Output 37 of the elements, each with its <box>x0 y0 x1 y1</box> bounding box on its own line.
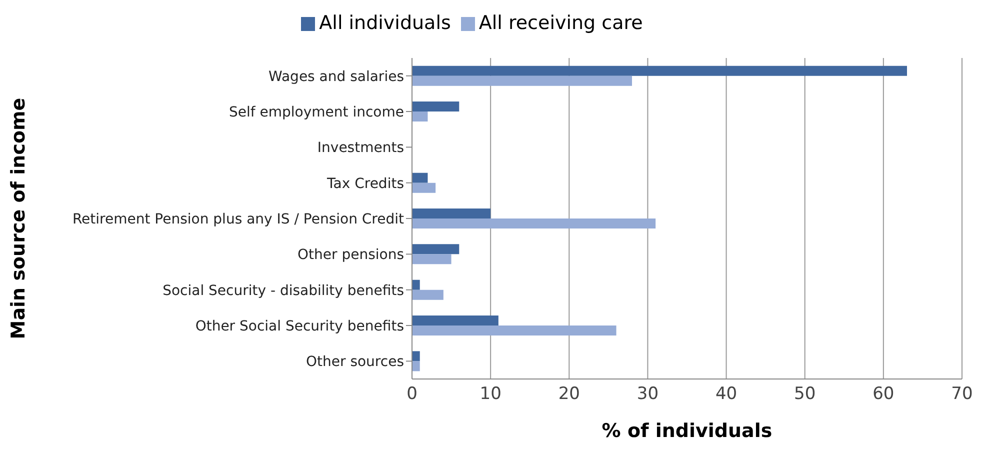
x-tick-label: 30 <box>636 384 659 404</box>
y-tick-label: Other pensions <box>298 247 404 264</box>
y-tick-label: Self employment income <box>229 104 404 120</box>
x-tick-label: 70 <box>951 384 973 404</box>
x-tick-label: 40 <box>715 384 738 404</box>
bar <box>412 244 460 254</box>
legend-label: All individuals <box>319 12 451 34</box>
bar <box>412 182 436 193</box>
bar <box>412 254 452 264</box>
bar <box>412 112 428 122</box>
y-tick-label: Other Social Security benefits <box>195 318 404 334</box>
bar <box>412 290 444 300</box>
y-tick-label: Wages and salaries <box>268 68 404 85</box>
legend-label: All receiving care <box>478 12 643 34</box>
bar <box>412 76 632 86</box>
x-tick-label: 50 <box>794 384 816 404</box>
bar <box>412 66 907 76</box>
bar <box>412 351 420 362</box>
x-tick-label: 60 <box>872 384 894 404</box>
y-axis-title: Main source of income <box>8 98 30 340</box>
bar <box>412 172 428 183</box>
bar <box>412 326 616 336</box>
y-tick-label: Social Security - disability benefits <box>162 282 404 299</box>
y-tick-label: Tax Credits <box>326 176 404 192</box>
x-tick-label: 10 <box>480 384 502 404</box>
y-tick-label: Retirement Pension plus any IS / Pension Credit <box>72 211 404 228</box>
bar <box>412 280 420 290</box>
bar <box>412 208 491 219</box>
y-tick-label: Other sources <box>306 354 404 370</box>
bar <box>412 316 498 326</box>
bar <box>412 218 656 229</box>
x-axis-title: % of individuals <box>602 420 772 442</box>
y-tick-label: Investments <box>317 140 404 156</box>
bar <box>412 361 420 372</box>
x-tick-label: 20 <box>558 384 580 404</box>
bar <box>412 102 460 112</box>
x-tick-label: 0 <box>406 384 418 404</box>
